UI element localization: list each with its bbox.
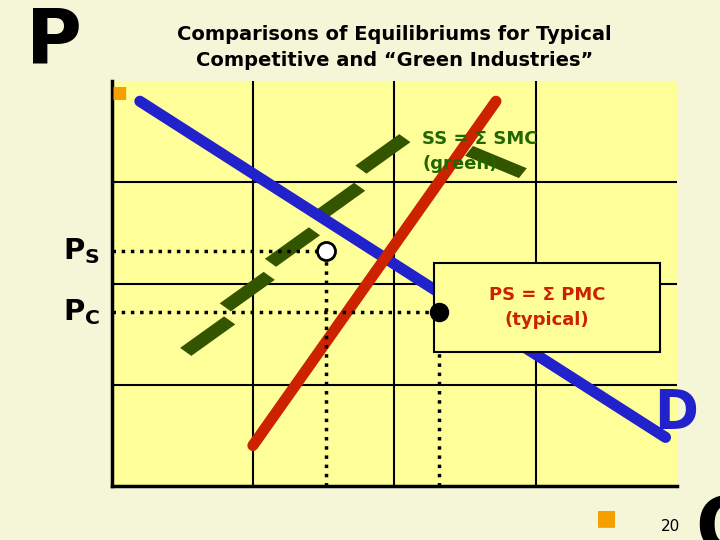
Bar: [465, 146, 527, 178]
Bar: [265, 227, 320, 267]
Bar: [355, 134, 410, 174]
FancyBboxPatch shape: [433, 263, 660, 352]
Text: $\mathbf{P_C}$: $\mathbf{P_C}$: [63, 297, 100, 327]
Text: D: D: [654, 387, 698, 439]
Bar: [220, 272, 275, 312]
Text: ■: ■: [112, 84, 127, 102]
Text: 20: 20: [661, 518, 680, 534]
Bar: [180, 316, 235, 356]
Text: PS = Σ PMC
(typical): PS = Σ PMC (typical): [489, 286, 605, 329]
Text: Q: Q: [695, 494, 720, 540]
Bar: [310, 183, 365, 222]
Text: ■: ■: [595, 508, 617, 528]
Text: P: P: [26, 4, 82, 78]
Text: Comparisons of Equilibriums for Typical
Competitive and “Green Industries”: Comparisons of Equilibriums for Typical …: [177, 25, 611, 70]
Text: SS = Σ SMC
(green): SS = Σ SMC (green): [423, 130, 538, 173]
Text: $\mathbf{P_S}$: $\mathbf{P_S}$: [63, 236, 100, 266]
